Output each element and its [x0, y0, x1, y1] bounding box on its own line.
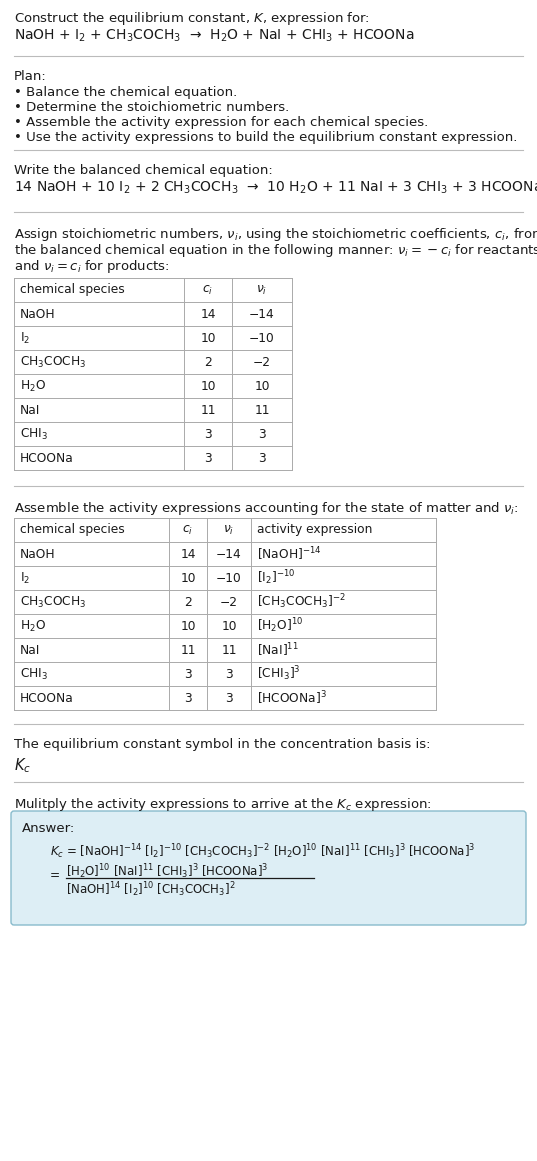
Text: 10: 10 [200, 380, 216, 392]
Text: 3: 3 [204, 452, 212, 464]
Text: 10: 10 [254, 380, 270, 392]
Text: CH$_3$COCH$_3$: CH$_3$COCH$_3$ [20, 594, 86, 610]
Text: chemical species: chemical species [20, 283, 125, 296]
Text: CHI$_3$: CHI$_3$ [20, 426, 48, 441]
Text: I$_2$: I$_2$ [20, 570, 30, 585]
Text: =: = [50, 870, 60, 882]
Text: [CHI$_3$]$^{3}$: [CHI$_3$]$^{3}$ [257, 664, 301, 684]
Text: 3: 3 [225, 668, 233, 680]
Text: $\nu_i$: $\nu_i$ [223, 524, 235, 536]
Text: NaOH + I$_2$ + CH$_3$COCH$_3$  →  H$_2$O + NaI + CHI$_3$ + HCOONa: NaOH + I$_2$ + CH$_3$COCH$_3$ → H$_2$O +… [14, 28, 415, 44]
Text: 11: 11 [254, 404, 270, 417]
Text: $c_i$: $c_i$ [183, 524, 193, 536]
Text: Write the balanced chemical equation:: Write the balanced chemical equation: [14, 164, 273, 176]
Text: NaOH: NaOH [20, 548, 56, 561]
Text: activity expression: activity expression [257, 524, 372, 536]
Text: [HCOONa]$^{3}$: [HCOONa]$^{3}$ [257, 690, 326, 707]
Text: [NaOH]$^{-14}$: [NaOH]$^{-14}$ [257, 546, 322, 563]
Text: Assemble the activity expressions accounting for the state of matter and $\nu_i$: Assemble the activity expressions accoun… [14, 500, 519, 517]
Text: 3: 3 [258, 427, 266, 440]
Text: chemical species: chemical species [20, 524, 125, 536]
Text: Plan:: Plan: [14, 70, 47, 82]
Text: 11: 11 [221, 643, 237, 656]
Text: 3: 3 [184, 668, 192, 680]
Text: 11: 11 [180, 643, 196, 656]
Text: and $\nu_i = c_i$ for products:: and $\nu_i = c_i$ for products: [14, 258, 170, 275]
Text: CH$_3$COCH$_3$: CH$_3$COCH$_3$ [20, 354, 86, 369]
Text: −10: −10 [216, 571, 242, 584]
Text: HCOONa: HCOONa [20, 452, 74, 464]
Text: • Assemble the activity expression for each chemical species.: • Assemble the activity expression for e… [14, 116, 428, 129]
Text: NaI: NaI [20, 643, 40, 656]
Text: [NaOH]$^{14}$ [I$_2$]$^{10}$ [CH$_3$COCH$_3$]$^{2}$: [NaOH]$^{14}$ [I$_2$]$^{10}$ [CH$_3$COCH… [66, 880, 236, 899]
Text: 2: 2 [184, 596, 192, 608]
Text: H$_2$O: H$_2$O [20, 378, 46, 394]
FancyBboxPatch shape [11, 812, 526, 925]
Text: [H$_2$O]$^{10}$: [H$_2$O]$^{10}$ [257, 616, 303, 635]
Text: 10: 10 [200, 332, 216, 345]
Text: [CH$_3$COCH$_3$]$^{-2}$: [CH$_3$COCH$_3$]$^{-2}$ [257, 592, 346, 612]
Text: 14 NaOH + 10 I$_2$ + 2 CH$_3$COCH$_3$  →  10 H$_2$O + 11 NaI + 3 CHI$_3$ + 3 HCO: 14 NaOH + 10 I$_2$ + 2 CH$_3$COCH$_3$ → … [14, 180, 537, 196]
Text: −14: −14 [216, 548, 242, 561]
Text: 11: 11 [200, 404, 216, 417]
Text: $K_c$: $K_c$ [14, 756, 31, 774]
Text: 10: 10 [180, 620, 196, 633]
Text: HCOONa: HCOONa [20, 692, 74, 705]
Text: Mulitply the activity expressions to arrive at the $K_c$ expression:: Mulitply the activity expressions to arr… [14, 796, 432, 813]
Text: 10: 10 [221, 620, 237, 633]
Text: −14: −14 [249, 308, 275, 320]
Text: Construct the equilibrium constant, $K$, expression for:: Construct the equilibrium constant, $K$,… [14, 10, 370, 27]
Text: 3: 3 [204, 427, 212, 440]
Text: −2: −2 [253, 355, 271, 368]
Text: • Use the activity expressions to build the equilibrium constant expression.: • Use the activity expressions to build … [14, 131, 517, 144]
Text: • Balance the chemical equation.: • Balance the chemical equation. [14, 86, 237, 99]
Text: The equilibrium constant symbol in the concentration basis is:: The equilibrium constant symbol in the c… [14, 738, 431, 751]
Text: H$_2$O: H$_2$O [20, 619, 46, 634]
Text: Assign stoichiometric numbers, $\nu_i$, using the stoichiometric coefficients, $: Assign stoichiometric numbers, $\nu_i$, … [14, 226, 537, 243]
Text: 3: 3 [258, 452, 266, 464]
Text: [H$_2$O]$^{10}$ [NaI]$^{11}$ [CHI$_3$]$^{3}$ [HCOONa]$^{3}$: [H$_2$O]$^{10}$ [NaI]$^{11}$ [CHI$_3$]$^… [66, 861, 268, 881]
Text: the balanced chemical equation in the following manner: $\nu_i = -c_i$ for react: the balanced chemical equation in the fo… [14, 241, 537, 259]
Text: I$_2$: I$_2$ [20, 331, 30, 346]
Text: NaOH: NaOH [20, 308, 56, 320]
Text: 2: 2 [204, 355, 212, 368]
Text: $c_i$: $c_i$ [202, 283, 214, 296]
Text: 3: 3 [184, 692, 192, 705]
Text: [NaI]$^{11}$: [NaI]$^{11}$ [257, 641, 299, 658]
Text: $\nu_i$: $\nu_i$ [256, 283, 267, 296]
Text: $K_c$ = [NaOH]$^{-14}$ [I$_2$]$^{-10}$ [CH$_3$COCH$_3$]$^{-2}$ [H$_2$O]$^{10}$ [: $K_c$ = [NaOH]$^{-14}$ [I$_2$]$^{-10}$ [… [50, 842, 475, 860]
Text: −2: −2 [220, 596, 238, 608]
Text: Answer:: Answer: [22, 822, 75, 835]
Text: 3: 3 [225, 692, 233, 705]
Text: 14: 14 [200, 308, 216, 320]
Text: • Determine the stoichiometric numbers.: • Determine the stoichiometric numbers. [14, 101, 289, 114]
Text: CHI$_3$: CHI$_3$ [20, 666, 48, 682]
Text: 14: 14 [180, 548, 196, 561]
Text: −10: −10 [249, 332, 275, 345]
Text: NaI: NaI [20, 404, 40, 417]
Text: 10: 10 [180, 571, 196, 584]
Text: [I$_2$]$^{-10}$: [I$_2$]$^{-10}$ [257, 569, 295, 587]
